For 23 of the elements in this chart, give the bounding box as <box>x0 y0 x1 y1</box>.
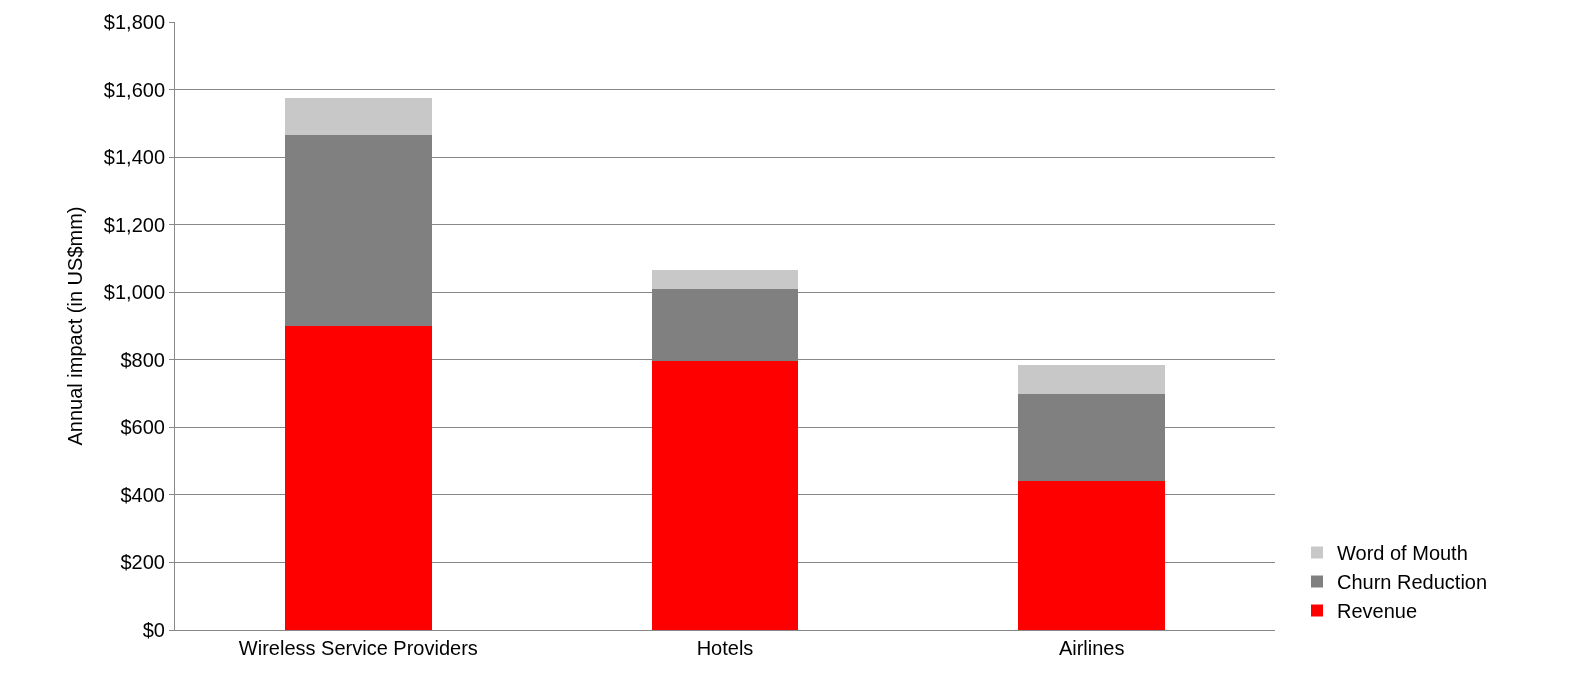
bar <box>1018 481 1165 630</box>
y-tick-label: $1,400 <box>103 146 165 169</box>
y-tick-label: $1,200 <box>103 213 165 236</box>
y-tick-label: $1,800 <box>103 11 165 33</box>
y-tick-label: $1,000 <box>103 281 165 304</box>
y-tick-label: $1,600 <box>103 78 165 101</box>
x-tick-label: Hotels <box>696 637 754 659</box>
y-axis-title: Annual impact (in US$mm) <box>64 206 87 446</box>
bar <box>1018 364 1165 394</box>
y-tick-label: $600 <box>120 416 165 439</box>
bar <box>285 98 432 136</box>
x-tick-label: Wireless Service Providers <box>238 637 478 659</box>
bar <box>651 270 799 289</box>
bar <box>285 326 432 630</box>
y-tick-label: $200 <box>120 551 165 574</box>
x-tick-label: Airlines <box>1058 637 1125 659</box>
legend-label: Revenue <box>1337 600 1418 623</box>
y-tick-label: $400 <box>120 483 165 506</box>
y-tick-label: $0 <box>142 619 165 641</box>
legend-label: Word of Mouth <box>1337 542 1468 565</box>
bar <box>651 361 799 630</box>
legend-label: Churn Reduction <box>1337 571 1488 594</box>
y-tick-label: $800 <box>120 348 165 371</box>
